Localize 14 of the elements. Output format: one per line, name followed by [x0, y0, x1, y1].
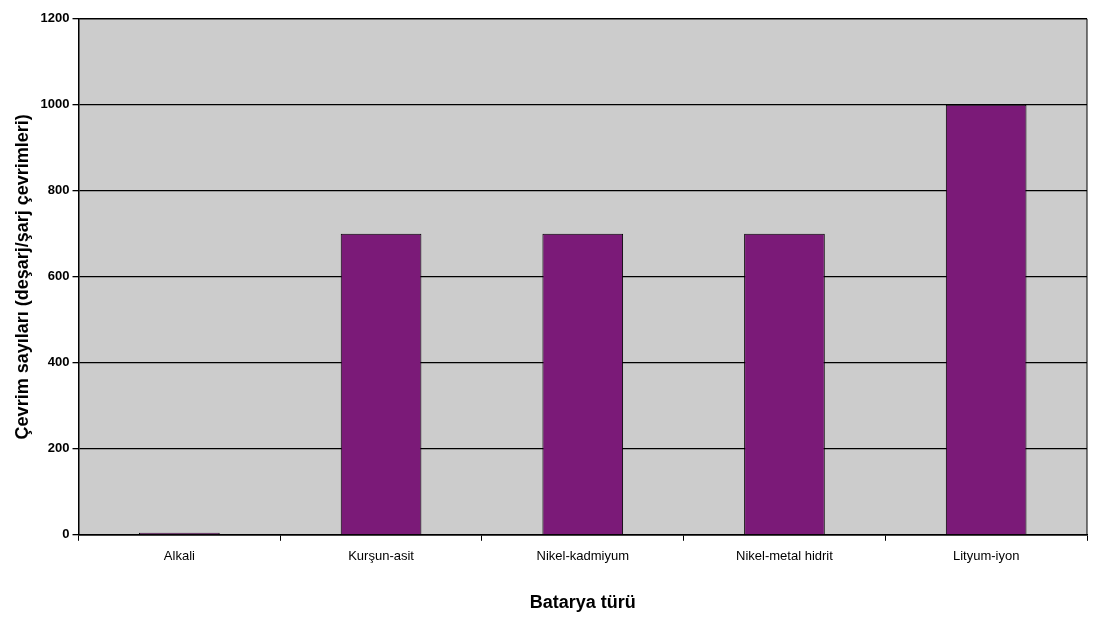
x-tick-label: Nikel-metal hidrit: [736, 548, 834, 564]
y-axis-title: Çevrim sayıları (deşarj/şarj çevrimleri): [11, 114, 32, 440]
x-axis-title: Batarya türü: [529, 592, 636, 613]
x-tick-label: Alkali: [163, 548, 196, 564]
y-tick-label: 1200: [40, 10, 70, 26]
y-tick-label: 400: [47, 354, 70, 370]
y-tick-label: 0: [62, 526, 70, 542]
y-tick-label: 600: [47, 268, 70, 284]
x-tick-label: Kurşun-asit: [348, 548, 415, 564]
y-tick-label: 200: [47, 440, 70, 456]
x-tick-label: Nikel-kadmiyum: [536, 548, 629, 564]
y-tick-label: 1000: [40, 96, 70, 112]
x-tick-label: Lityum-iyon: [952, 548, 1020, 564]
y-tick-label: 800: [47, 182, 70, 198]
